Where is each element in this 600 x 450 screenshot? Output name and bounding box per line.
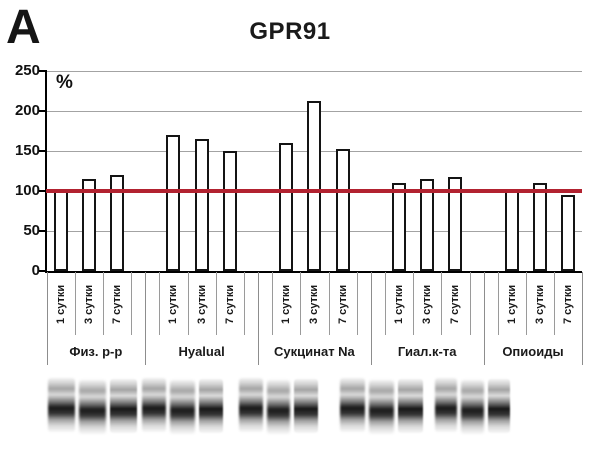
x-cell-separator-17 xyxy=(525,272,527,335)
x-sublabel-Гиал.к-та-3 сутки: 3 сутки xyxy=(421,284,434,324)
x-group-separator-1 xyxy=(145,272,147,365)
chart-title: GPR91 xyxy=(249,18,331,45)
x-cell-separator-10 xyxy=(328,272,330,335)
reference-line-100 xyxy=(45,189,583,193)
bar-Опиоиды-7 сутки xyxy=(561,195,576,271)
bar-Сукцинат Na-3 сутки xyxy=(307,101,322,271)
y-tick-label-250: 250 xyxy=(14,62,40,79)
y-axis-unit-label: % xyxy=(56,72,73,93)
y-tick-mark-0 xyxy=(38,270,47,272)
gel-lane-4-2 xyxy=(369,380,394,434)
x-axis-line xyxy=(44,271,583,273)
x-sublabel-Сукцинат Na-3 сутки: 3 сутки xyxy=(308,284,321,324)
x-group-label-Физ. р-р: Физ. р-р xyxy=(69,343,123,359)
x-sublabel-Hyalual-3 сутки: 3 сутки xyxy=(195,284,208,324)
gel-lane-5-3 xyxy=(487,379,510,433)
y-tick-mark-250 xyxy=(38,70,47,72)
x-group-label-Гиал.к-та: Гиал.к-та xyxy=(397,343,457,359)
bar-Гиал.к-та-1 сутки xyxy=(392,183,406,271)
y-tick-mark-200 xyxy=(38,110,47,112)
gel-lane-5-2 xyxy=(461,380,484,434)
gel-lane-1-2 xyxy=(79,380,106,434)
x-cell-separator-13 xyxy=(413,272,415,335)
x-sublabel-Сукцинат Na-7 сутки: 7 сутки xyxy=(336,284,349,324)
x-cell-separator-7 xyxy=(243,272,245,335)
bar-Сукцинат Na-1 сутки xyxy=(279,143,294,271)
gel-block-1 xyxy=(48,378,137,434)
y-tick-mark-50 xyxy=(38,230,47,232)
gel-lane-3-2 xyxy=(266,380,291,434)
gel-lane-5-1 xyxy=(435,378,458,432)
x-cell-separator-14 xyxy=(441,272,443,335)
gel-lane-1-3 xyxy=(110,379,137,433)
x-sublabel-Hyalual-1 сутки: 1 сутки xyxy=(167,284,180,324)
gel-lane-4-3 xyxy=(398,379,423,433)
x-cell-separator-3 xyxy=(131,272,133,335)
x-sublabel-Опиоиды-7 сутки: 7 сутки xyxy=(562,284,575,324)
y-tick-mark-100 xyxy=(38,190,47,192)
bar-Hyalual-1 сутки xyxy=(166,135,181,271)
x-sublabel-Физ. р-р-1 сутки: 1 сутки xyxy=(54,284,67,324)
x-cell-separator-4 xyxy=(159,272,161,335)
x-cell-separator-15 xyxy=(469,272,471,335)
x-cell-separator-2 xyxy=(102,272,104,335)
x-sublabel-Физ. р-р-7 сутки: 7 сутки xyxy=(110,284,123,324)
y-tick-label-100: 100 xyxy=(14,182,40,199)
bar-Hyalual-7 сутки xyxy=(222,151,237,271)
bar-Опиоиды-1 сутки xyxy=(504,191,519,271)
gel-lane-2-1 xyxy=(142,378,167,432)
gel-lane-2-3 xyxy=(198,379,223,433)
gridline-250 xyxy=(46,71,583,72)
x-cell-separator-8 xyxy=(272,272,274,335)
y-tick-label-200: 200 xyxy=(14,102,40,119)
x-sublabel-Гиал.к-та-7 сутки: 7 сутки xyxy=(449,284,462,324)
y-tick-label-150: 150 xyxy=(14,142,40,159)
x-cell-separator-1 xyxy=(74,272,76,335)
y-tick-label-50: 50 xyxy=(23,222,40,239)
gel-block-4 xyxy=(340,378,423,434)
x-group-separator-3 xyxy=(370,272,372,365)
panel-label: A xyxy=(6,1,41,54)
gel-lane-1-1 xyxy=(48,378,75,432)
bar-Гиал.к-та-3 сутки xyxy=(420,179,435,271)
x-cell-separator-18 xyxy=(554,272,556,335)
x-sublabel-Физ. р-р-3 сутки: 3 сутки xyxy=(82,284,95,324)
bar-Опиоиды-3 сутки xyxy=(533,183,547,271)
x-cell-separator-9 xyxy=(300,272,302,335)
x-group-separator-0 xyxy=(46,272,48,365)
y-tick-label-0: 0 xyxy=(31,262,40,279)
y-tick-mark-150 xyxy=(38,150,47,152)
x-group-separator-4 xyxy=(483,272,485,365)
gel-block-5 xyxy=(435,378,510,434)
gel-lane-3-1 xyxy=(239,378,263,432)
y-axis-line xyxy=(44,71,47,273)
x-group-label-Опиоиды: Опиоиды xyxy=(502,343,564,359)
bar-Физ. р-р-1 сутки xyxy=(53,191,68,271)
x-group-separator-2 xyxy=(258,272,259,365)
bar-Физ. р-р-7 сутки xyxy=(110,175,124,271)
x-sublabel-Гиал.к-та-1 сутки: 1 сутки xyxy=(392,284,405,324)
x-cell-separator-16 xyxy=(497,272,499,335)
bar-Гиал.к-та-7 сутки xyxy=(448,176,463,271)
x-cell-separator-12 xyxy=(384,272,386,335)
bar-Физ. р-р-3 сутки xyxy=(81,179,96,271)
x-group-label-Hyalual: Hyalual xyxy=(178,343,225,359)
x-cell-separator-6 xyxy=(215,272,217,335)
x-sublabel-Опиоиды-1 сутки: 1 сутки xyxy=(505,284,518,324)
x-group-separator-5 xyxy=(582,272,584,365)
x-sublabel-Опиоиды-3 сутки: 3 сутки xyxy=(533,284,546,324)
gel-block-3 xyxy=(239,378,319,434)
x-group-label-Сукцинат Na: Сукцинат Na xyxy=(274,343,355,359)
gel-lane-3-3 xyxy=(294,379,319,433)
gel-lane-4-1 xyxy=(340,378,365,432)
bar-Сукцинат Na-7 сутки xyxy=(335,149,350,271)
bar-Hyalual-3 сутки xyxy=(194,139,209,271)
x-cell-separator-11 xyxy=(356,272,358,335)
gel-block-2 xyxy=(142,378,223,434)
gel-lane-2-2 xyxy=(170,380,195,434)
x-sublabel-Hyalual-7 сутки: 7 сутки xyxy=(223,284,236,324)
x-sublabel-Сукцинат Na-1 сутки: 1 сутки xyxy=(280,284,293,324)
x-cell-separator-5 xyxy=(187,272,189,335)
